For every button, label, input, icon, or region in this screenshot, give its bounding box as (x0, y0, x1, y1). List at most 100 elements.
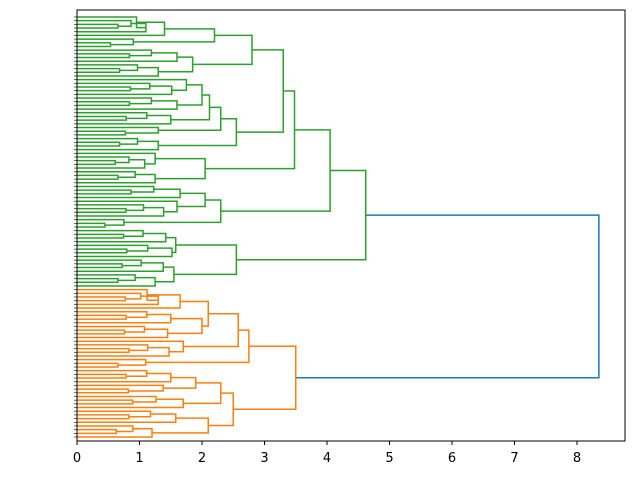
dendrogram-link (77, 262, 164, 272)
dendrogram-links (77, 16, 600, 438)
dendrogram-link (77, 233, 125, 239)
dendrogram-link (77, 398, 184, 409)
dendrogram-link (77, 247, 173, 258)
x-tick-label: 5 (385, 451, 393, 466)
dendrogram-link (77, 248, 128, 254)
dendrogram-link (77, 204, 145, 212)
dendrogram-link (77, 358, 147, 366)
dendrogram-link (163, 376, 197, 389)
dendrogram-link (220, 129, 331, 212)
dendrogram-link (77, 38, 134, 46)
dendrogram-link (77, 344, 149, 352)
dendrogram-link (77, 23, 119, 29)
dendrogram-link (77, 340, 184, 353)
dendrogram-link (77, 49, 153, 57)
dendrogram-link (165, 236, 177, 254)
dendrogram-link (77, 82, 151, 90)
dendrogram-link (77, 126, 159, 134)
dendrogram-link (77, 174, 119, 180)
dendrogram-link (77, 232, 167, 243)
dendrogram-link (77, 263, 123, 269)
dendrogram-link (77, 100, 131, 107)
x-tick-label: 2 (198, 451, 206, 466)
dendrogram-link (77, 200, 178, 213)
dendrogram-link (77, 244, 149, 252)
dendrogram-link (77, 369, 148, 377)
x-tick-label: 8 (573, 451, 581, 466)
dendrogram-link (77, 85, 173, 96)
x-tick-label: 0 (73, 451, 81, 466)
dendrogram-link (77, 64, 139, 72)
dendrogram-link (77, 207, 127, 214)
dendrogram-link (152, 417, 209, 434)
dendrogram-link (77, 347, 130, 354)
dendrogram-link (77, 294, 181, 309)
dendrogram-link (158, 56, 194, 73)
dendrogram-link (77, 414, 130, 420)
dendrogram-link (77, 288, 159, 301)
dendrogram-link (77, 159, 146, 169)
dendrogram-link (77, 373, 127, 379)
dendrogram-link (183, 313, 239, 348)
dendrogram-link (173, 244, 238, 276)
dendrogram-link (77, 97, 153, 105)
dendrogram-link (77, 130, 127, 136)
dendrogram-link (77, 152, 156, 165)
dendrogram-link (77, 328, 169, 339)
dendrogram-link (208, 392, 234, 427)
dendrogram-link (77, 259, 142, 267)
x-axis: 0 1 2 3 4 5 6 7 8 (73, 441, 581, 466)
dendrogram-link (77, 170, 136, 179)
dendrogram-link (77, 188, 181, 199)
dendrogram-link (77, 295, 159, 306)
dendrogram-link (192, 34, 253, 66)
dendrogram-link (236, 49, 284, 133)
dendrogram-link (77, 222, 106, 228)
dendrogram-link (158, 106, 222, 132)
dendrogram-link (77, 159, 116, 166)
dendrogram-link (77, 189, 132, 195)
dendrogram-link (77, 313, 172, 324)
x-tick-label: 7 (510, 451, 518, 466)
dendrogram-link (77, 428, 118, 435)
dendrogram-link (77, 292, 142, 300)
dendrogram-link (77, 156, 130, 164)
dendrogram-link (77, 310, 148, 319)
dendrogram-link (77, 329, 126, 335)
dendrogram-link (77, 427, 153, 438)
x-tick-label: 1 (135, 451, 143, 466)
dendrogram-link (77, 388, 130, 394)
dendrogram-link (77, 19, 132, 27)
dendrogram-link (155, 157, 206, 180)
dendrogram-link (155, 266, 175, 283)
dendrogram-link (177, 192, 206, 208)
dendrogram-link (123, 199, 222, 224)
axes-frame (76, 9, 626, 442)
dendrogram-link (145, 329, 250, 364)
dendrogram-link (77, 185, 155, 193)
dendrogram-link (170, 94, 211, 121)
dendrogram-link (205, 90, 296, 170)
dendrogram-link (77, 67, 121, 74)
dendrogram-link (77, 140, 159, 151)
dendrogram-link (77, 22, 147, 33)
dendrogram-link (77, 86, 132, 92)
dendrogram-link (77, 362, 119, 368)
x-tick-label: 4 (323, 451, 331, 466)
dendrogram-link (77, 410, 152, 418)
dendrogram-link (77, 274, 136, 282)
dendrogram-link (77, 425, 134, 433)
dendrogram-link (77, 296, 126, 302)
dendrogram-link (236, 169, 367, 261)
dendrogram-link (77, 115, 127, 121)
dendrogram-link (77, 78, 188, 91)
dendrogram-link (133, 28, 216, 43)
dendrogram-link (77, 66, 159, 77)
dendrogram-link (77, 372, 172, 383)
dendrogram-link (77, 53, 131, 59)
dendrogram-link (77, 112, 148, 120)
dendrogram-link (77, 346, 170, 357)
dendrogram-link (77, 218, 125, 226)
dendrogram-link (77, 21, 166, 37)
